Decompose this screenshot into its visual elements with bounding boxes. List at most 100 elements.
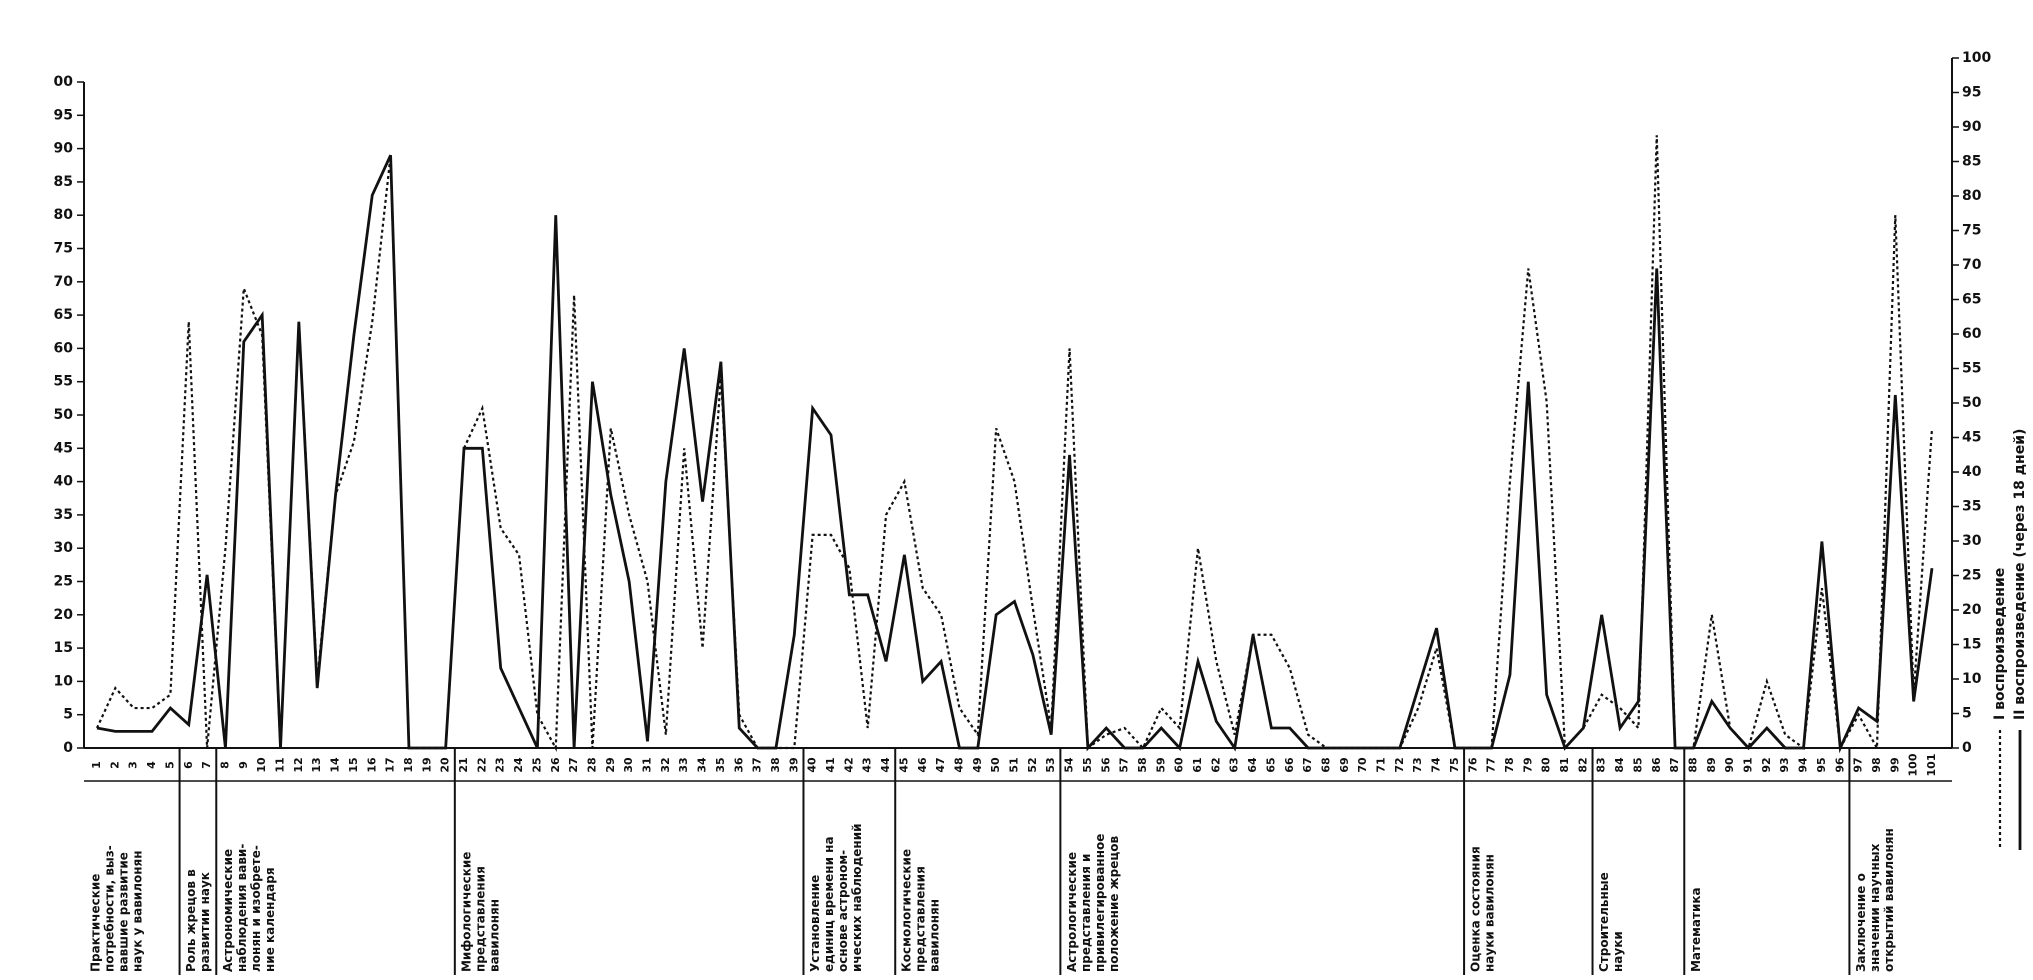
x-tick-label: 81 <box>1558 757 1571 772</box>
y2-tick-label: 0 <box>1962 740 1972 756</box>
section-label: развитии наук <box>198 872 212 972</box>
x-tick-label: 22 <box>475 757 488 772</box>
x-tick-label: 89 <box>1705 757 1718 772</box>
x-tick-label: 20 <box>439 757 452 773</box>
section-label: наблюдения вави- <box>235 844 249 972</box>
section-label: значении научных <box>1868 843 1882 972</box>
y2-tick-label: 10 <box>1962 671 1982 687</box>
x-tick-label: 47 <box>934 757 947 772</box>
y2-tick-label: 85 <box>1962 154 1981 170</box>
section-label: представления <box>914 866 928 972</box>
x-tick-label: 92 <box>1760 757 1773 772</box>
x-tick-label: 32 <box>659 757 672 772</box>
y-tick-label: 00 <box>54 74 74 90</box>
section-label: ние календаря <box>263 867 277 972</box>
x-tick-label: 62 <box>1209 757 1222 772</box>
y-tick-label: 20 <box>54 607 74 623</box>
x-tick-label: 66 <box>1283 757 1296 773</box>
section-label: открытий вавилонян <box>1882 828 1896 972</box>
x-tick-label: 9 <box>237 761 250 769</box>
x-tick-label: 99 <box>1888 757 1901 772</box>
x-tick-label: 96 <box>1833 757 1846 773</box>
x-tick-label: 25 <box>530 757 543 772</box>
legend-label: II воспроизведение (через 18 дней) <box>2012 429 2028 720</box>
section-label: Астрологические <box>1065 852 1079 972</box>
x-tick-label: 31 <box>641 757 654 772</box>
x-tick-label: 56 <box>1099 757 1112 773</box>
y2-tick-label: 40 <box>1962 464 1982 480</box>
x-tick-label: 93 <box>1778 757 1791 772</box>
x-tick-label: 1 <box>90 761 103 769</box>
x-tick-label: 16 <box>365 757 378 773</box>
y-tick-label: 45 <box>54 440 73 456</box>
x-tick-label: 60 <box>1173 757 1186 773</box>
section-label: ических наблюдений <box>850 823 864 972</box>
x-tick-label: 70 <box>1356 757 1369 773</box>
x-tick-label: 8 <box>218 761 231 769</box>
x-tick-label: 7 <box>200 761 213 769</box>
x-tick-label: 52 <box>1026 757 1039 772</box>
section-label: основе астроном- <box>836 850 850 972</box>
section-label: Строительные <box>1597 872 1611 972</box>
x-tick-label: 24 <box>512 757 525 773</box>
x-tick-label: 44 <box>879 757 892 773</box>
y2-tick-label: 90 <box>1962 119 1982 135</box>
x-tick-label: 53 <box>1044 757 1057 772</box>
x-tick-label: 28 <box>585 757 598 772</box>
y-tick-label: 50 <box>54 407 74 423</box>
x-tick-label: 100 <box>1907 753 1920 776</box>
y-tick-label: 25 <box>54 574 73 590</box>
y2-tick-label: 50 <box>1962 395 1982 411</box>
x-tick-label: 54 <box>1063 757 1076 773</box>
y-tick-label: 35 <box>54 507 73 523</box>
x-tick-label: 71 <box>1375 757 1388 772</box>
x-tick-label: 65 <box>1264 757 1277 772</box>
y-tick-label: 85 <box>54 174 73 190</box>
x-tick-label: 43 <box>861 757 874 772</box>
x-tick-label: 2 <box>108 761 121 769</box>
section-label: Оценка состояния <box>1469 846 1483 972</box>
x-tick-label: 45 <box>897 757 910 772</box>
x-tick-label: 11 <box>274 757 287 772</box>
x-tick-label: 46 <box>916 757 929 773</box>
section-label: Роль жрецов в <box>184 869 198 972</box>
y-tick-label: 90 <box>54 141 74 157</box>
x-tick-label: 37 <box>751 757 764 772</box>
x-tick-label: 39 <box>787 757 800 772</box>
x-tick-label: 17 <box>384 757 397 772</box>
y2-tick-label: 15 <box>1962 637 1981 653</box>
y-tick-label: 5 <box>63 707 73 723</box>
y2-tick-label: 55 <box>1962 361 1981 377</box>
section-label: вавилонян <box>928 899 942 972</box>
x-tick-label: 80 <box>1540 757 1553 773</box>
y-tick-label: 0 <box>63 740 73 756</box>
section-label: Мифологические <box>459 852 473 972</box>
y2-tick-label: 65 <box>1962 292 1981 308</box>
x-tick-label: 35 <box>714 757 727 772</box>
section-label: привилегированное <box>1093 834 1107 972</box>
section-label: представления и <box>1079 854 1093 972</box>
x-tick-label: 49 <box>971 757 984 772</box>
section-label: Математика <box>1689 887 1703 972</box>
y2-tick-label: 30 <box>1962 533 1982 549</box>
x-tick-label: 67 <box>1301 757 1314 772</box>
x-tick-label: 90 <box>1723 757 1736 773</box>
y2-tick-label: 20 <box>1962 602 1982 618</box>
y2-tick-label: 100 <box>1962 50 1991 66</box>
x-tick-label: 91 <box>1742 757 1755 772</box>
section-label: лонян и изобрете- <box>249 845 263 972</box>
x-tick-label: 86 <box>1650 757 1663 773</box>
x-tick-label: 57 <box>1118 757 1131 772</box>
y2-tick-label: 80 <box>1962 188 1982 204</box>
series-line <box>96 154 1934 754</box>
x-tick-label: 61 <box>1191 757 1204 772</box>
x-tick-label: 38 <box>769 757 782 772</box>
x-tick-label: 30 <box>622 757 635 773</box>
x-tick-label: 63 <box>1228 757 1241 772</box>
x-tick-label: 4 <box>145 761 158 769</box>
x-tick-label: 27 <box>567 757 580 772</box>
section-label: положение жрецов <box>1107 836 1121 972</box>
x-tick-label: 18 <box>402 757 415 772</box>
